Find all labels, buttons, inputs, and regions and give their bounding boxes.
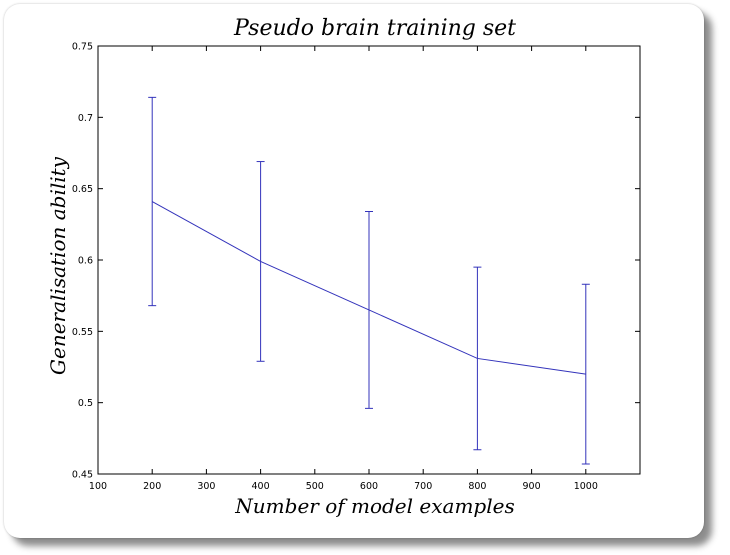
y-tick-label: 0.6 [78,256,93,267]
y-tick-label: 0.5 [78,398,93,409]
x-tick-label: 800 [468,481,486,492]
series-group [148,96,590,465]
x-tick-label: 700 [414,481,432,492]
y-tick-label: 0.7 [78,113,93,124]
y-tick-label: 0.75 [72,42,93,53]
x-tick-label: 600 [360,481,378,492]
y-tick-label: 0.55 [72,327,93,338]
x-tick-label: 300 [197,481,215,492]
x-tick-label: 100 [89,481,107,492]
figure-card [4,4,704,538]
x-tick-label: 500 [306,481,324,492]
x-tick-label: 200 [143,481,161,492]
x-tick-label: 1000 [574,481,598,492]
x-axis-label: Number of model examples [234,494,514,518]
x-tick-label: 400 [252,481,270,492]
y-tick-label: 0.45 [72,470,93,481]
axis-ticks: 100 200 300 400 500 600 700 800 900 1000 0.45 0.5 0.… [72,42,640,492]
y-axis-label: Generalisation ability [46,156,70,375]
x-tick-label: 900 [523,481,541,492]
chart-title: Pseudo brain training set [233,16,516,41]
y-tick-label: 0.65 [72,184,93,195]
